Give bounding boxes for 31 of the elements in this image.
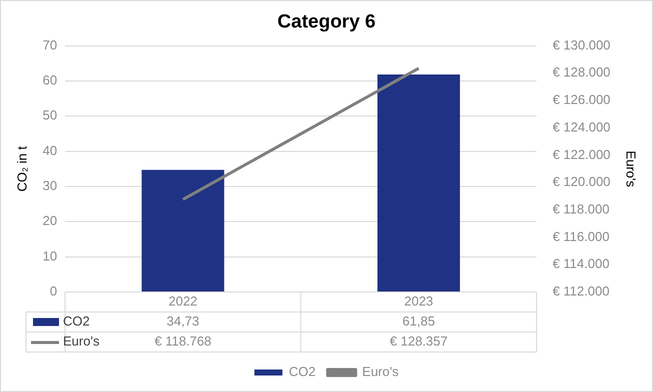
y2-tick-label: € 126.000 xyxy=(552,92,610,108)
y-tick-label: 50 xyxy=(42,108,58,123)
y2-tick-label: € 128.000 xyxy=(552,64,610,80)
x-tick-label: 2023 xyxy=(404,294,434,309)
data-label: € 128.357 xyxy=(390,334,448,349)
text: CO2 xyxy=(63,314,90,329)
y-tick-label: 0 xyxy=(50,284,58,299)
y2-tick-label: € 112.000 xyxy=(552,284,610,299)
y2-tick-label: € 120.000 xyxy=(552,174,610,190)
y2-tick-label: € 130.000 xyxy=(552,37,610,52)
y-tick-label: 10 xyxy=(42,248,58,264)
text: Euro's xyxy=(362,364,399,380)
y-tick-label: 60 xyxy=(42,72,58,88)
y2-tick-label: € 116.000 xyxy=(552,228,610,244)
data-label: 61,85 xyxy=(402,314,435,329)
y2-tick-label: € 122.000 xyxy=(552,146,610,162)
y-axis-title: CO₂ in t xyxy=(14,146,30,192)
y2-axis-title: Euro's xyxy=(624,150,639,188)
legend-label: CO2 xyxy=(288,364,316,380)
data-label: € 118.768 xyxy=(154,334,212,349)
y-tick-label: 70 xyxy=(42,37,58,52)
y-tick-label: 30 xyxy=(42,178,58,194)
y2-tick-label: € 124.000 xyxy=(552,119,610,134)
legend-label: Euro's xyxy=(63,334,100,349)
data-label: 34,73 xyxy=(166,314,200,329)
y-tick-label: 20 xyxy=(42,213,58,228)
x-tick-label: 2022 xyxy=(168,294,198,309)
y2-tick-label: € 114.000 xyxy=(552,256,610,272)
chart-title: Category 6 xyxy=(277,12,376,33)
y2-tick-label: € 118.000 xyxy=(552,202,610,217)
y-tick-label: 40 xyxy=(42,142,58,158)
